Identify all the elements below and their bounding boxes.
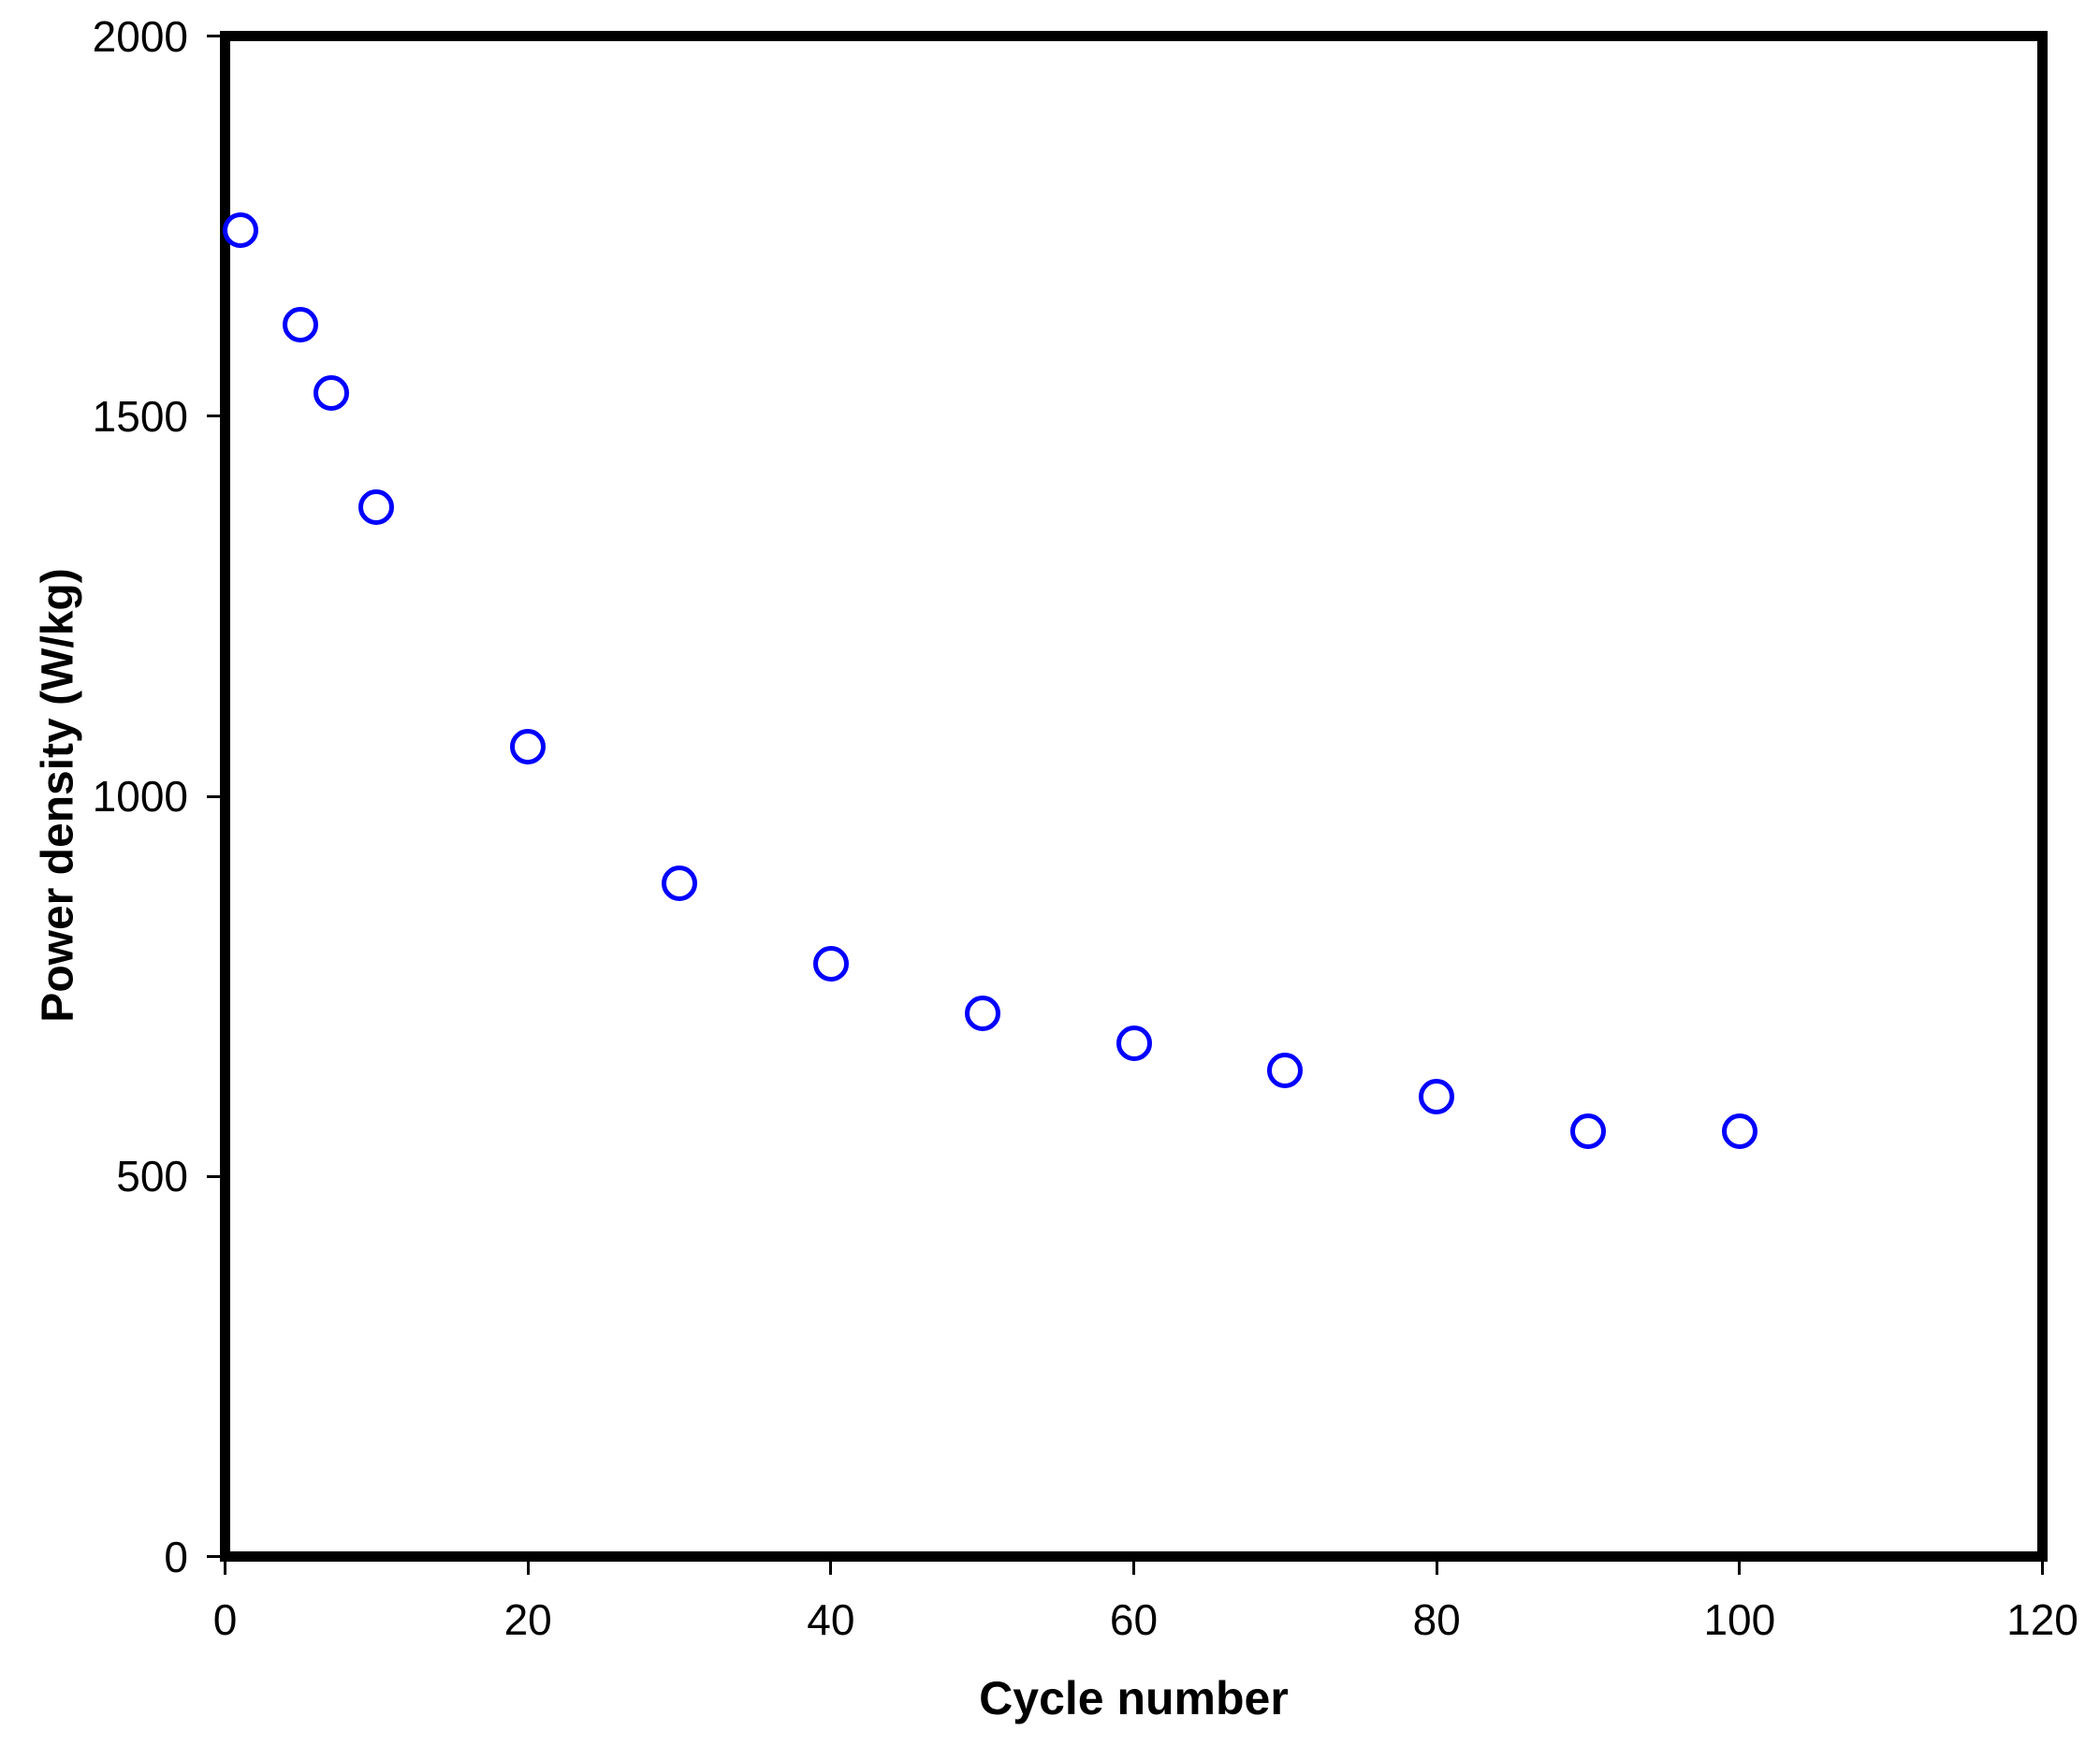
x-tick-label: 60 <box>1109 1595 1159 1644</box>
x-tick-label: 100 <box>1703 1595 1776 1644</box>
data-point <box>313 375 349 412</box>
x-tick <box>1132 1562 1135 1575</box>
x-tick <box>829 1562 833 1575</box>
data-point <box>1116 1026 1152 1062</box>
data-point <box>1570 1113 1606 1149</box>
y-tick-label: 1000 <box>92 772 188 821</box>
data-point <box>662 866 697 902</box>
x-tick <box>1435 1562 1438 1575</box>
data-point <box>510 729 547 765</box>
plot-frame <box>220 31 2048 1562</box>
y-tick <box>207 1174 220 1178</box>
data-point <box>1721 1113 1757 1149</box>
y-tick-label: 2000 <box>92 11 188 61</box>
x-tick-label: 120 <box>2006 1595 2078 1644</box>
data-point <box>358 489 395 526</box>
y-tick <box>207 415 220 418</box>
y-tick <box>207 794 220 798</box>
y-tick-label: 500 <box>116 1152 188 1201</box>
y-tick-label: 0 <box>164 1532 188 1581</box>
y-axis-title: Power density (W/kg) <box>33 568 83 1023</box>
data-point <box>222 211 258 248</box>
x-tick <box>1738 1562 1742 1575</box>
x-axis-title: Cycle number <box>979 1672 1289 1724</box>
x-tick-label: 20 <box>503 1595 552 1644</box>
x-tick-label: 40 <box>807 1595 855 1644</box>
x-tick <box>224 1562 226 1575</box>
data-point <box>812 945 849 982</box>
x-tick-label: 0 <box>212 1595 238 1644</box>
data-point <box>1267 1052 1304 1088</box>
y-tick <box>207 35 220 37</box>
y-tick <box>207 1555 220 1558</box>
x-tick <box>2041 1562 2044 1575</box>
y-tick-label: 1500 <box>92 391 188 441</box>
data-point <box>283 307 319 343</box>
data-point <box>1419 1078 1455 1114</box>
x-tick <box>526 1562 530 1575</box>
x-tick-label: 80 <box>1412 1595 1461 1644</box>
data-point <box>964 995 1000 1031</box>
